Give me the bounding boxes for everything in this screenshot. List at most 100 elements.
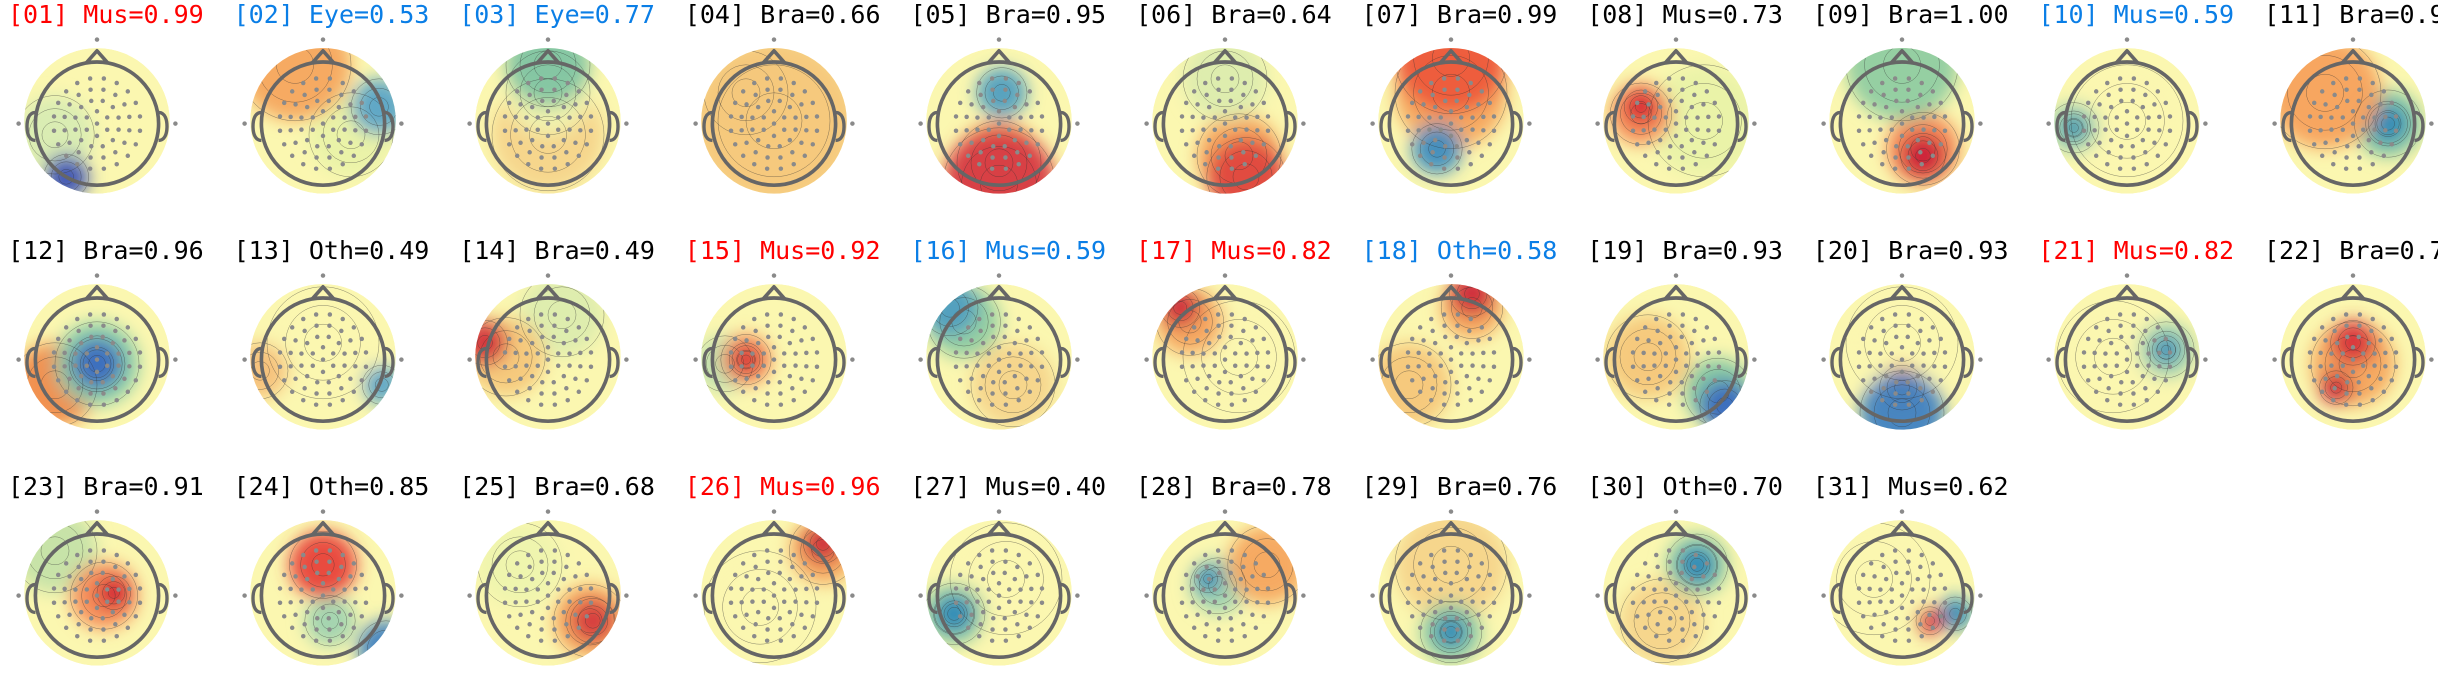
electrode-dot	[1667, 312, 1671, 316]
electrode-dot	[997, 121, 1001, 125]
electrode-dot	[741, 325, 745, 329]
electrode-dot	[778, 402, 782, 406]
electrode-dot	[399, 357, 403, 361]
electrode-dot	[102, 402, 106, 406]
electrode-dot	[113, 329, 117, 333]
electrode-dot	[2351, 109, 2355, 113]
electrode-dot	[1713, 614, 1717, 618]
electrode-dot	[1004, 391, 1008, 395]
electrode-dot	[1872, 574, 1876, 578]
electrode-dot	[2323, 102, 2327, 106]
electrode-dot	[359, 614, 363, 618]
electrode-dot	[126, 154, 130, 158]
electrode-dot	[553, 638, 557, 642]
electrode-dot	[540, 616, 544, 620]
component-class: Bra	[1211, 472, 1256, 501]
electrode-dot	[540, 391, 544, 395]
electrode-dot	[1429, 398, 1433, 402]
electrode-dot	[2378, 102, 2382, 106]
electrode-dot	[1217, 335, 1221, 339]
electrode-dot	[1821, 593, 1825, 597]
electrode-dot	[134, 337, 138, 341]
electrode-dot	[772, 273, 776, 277]
electrode-dot	[2118, 76, 2122, 80]
electrode-dot	[313, 312, 317, 316]
electrode-dot	[693, 593, 697, 597]
electrode-dot	[997, 593, 1001, 597]
topomap	[2269, 34, 2437, 202]
electrode-dot	[578, 351, 582, 355]
electrode-dot	[1230, 312, 1234, 316]
electrode-dot	[1872, 141, 1876, 145]
equals-sign: =	[128, 0, 143, 29]
electrode-dot	[2107, 329, 2111, 333]
electrode-dot	[1701, 574, 1705, 578]
electrode-dot	[1900, 581, 1904, 585]
electrode-dot	[578, 587, 582, 591]
electrode-dot	[302, 565, 306, 569]
component-id: [03]	[459, 0, 519, 29]
electrode-dot	[339, 93, 343, 97]
electrode-dot	[2351, 370, 2355, 374]
electrode-dot	[578, 128, 582, 132]
electrode-dot	[2345, 99, 2349, 103]
component-id: [22]	[2264, 236, 2324, 265]
electrode-dot	[977, 553, 981, 557]
electrode-dot	[991, 571, 995, 575]
electrode-dot	[301, 634, 305, 638]
electrode-dot	[2351, 134, 2355, 138]
electrode-dot	[1684, 600, 1688, 604]
electrode-dot	[514, 351, 518, 355]
electrode-dot	[2308, 350, 2312, 354]
electrode-dot	[1254, 390, 1258, 394]
electrode-dot	[744, 613, 748, 617]
electrode-dot	[348, 613, 352, 617]
electrode-dot	[782, 600, 786, 604]
electrode-dot	[116, 587, 120, 591]
electrode-dot	[1467, 386, 1471, 390]
electrode-dot	[1635, 142, 1639, 146]
electrode-dot	[750, 351, 754, 355]
electrode-dot	[1244, 351, 1248, 355]
electrode-dot	[1978, 593, 1982, 597]
electrode-dot	[88, 627, 92, 631]
electrode-dot	[1631, 350, 1635, 354]
electrode-dot	[741, 89, 745, 93]
electrode-dot	[1680, 144, 1684, 148]
electrode-dot	[1491, 129, 1495, 133]
electrode-dot	[1906, 627, 1910, 631]
electrode-dot	[793, 351, 797, 355]
electrode-dot	[997, 509, 1001, 513]
electrode-dot	[95, 357, 99, 361]
electrode-dot	[1370, 593, 1374, 597]
electrode-dot	[787, 610, 791, 614]
electrode-dot	[2047, 357, 2051, 361]
electrode-dot	[320, 273, 324, 277]
electrode-dot	[75, 162, 79, 166]
electrode-dot	[1680, 155, 1684, 159]
electrode-dot	[89, 335, 93, 339]
electrode-dot	[1243, 81, 1247, 85]
component-id: [12]	[8, 236, 68, 265]
electrode-dot	[977, 162, 981, 166]
electrode-dot	[1656, 150, 1660, 154]
electrode-dot	[503, 365, 507, 369]
component-label: [12] Bra=0.96	[8, 236, 248, 270]
electrode-dot	[242, 357, 246, 361]
electrode-dot	[116, 115, 120, 119]
electrode-dot	[1448, 121, 1452, 125]
electrode-dot	[359, 142, 363, 146]
electrode-dot	[2107, 386, 2111, 390]
electrode-dot	[1921, 587, 1925, 591]
electrode-dot	[976, 115, 980, 119]
electrode-dot	[1410, 573, 1414, 577]
electrode-dot	[353, 128, 357, 132]
electrode-dot	[519, 574, 523, 578]
electrode-dot	[113, 622, 117, 626]
topomap	[1592, 270, 1760, 438]
electrode-dot	[503, 350, 507, 354]
electrode-dot	[89, 144, 93, 148]
component-score: 0.68	[595, 472, 655, 501]
electrode-dot	[1448, 357, 1452, 361]
electrode-dot	[981, 374, 985, 378]
